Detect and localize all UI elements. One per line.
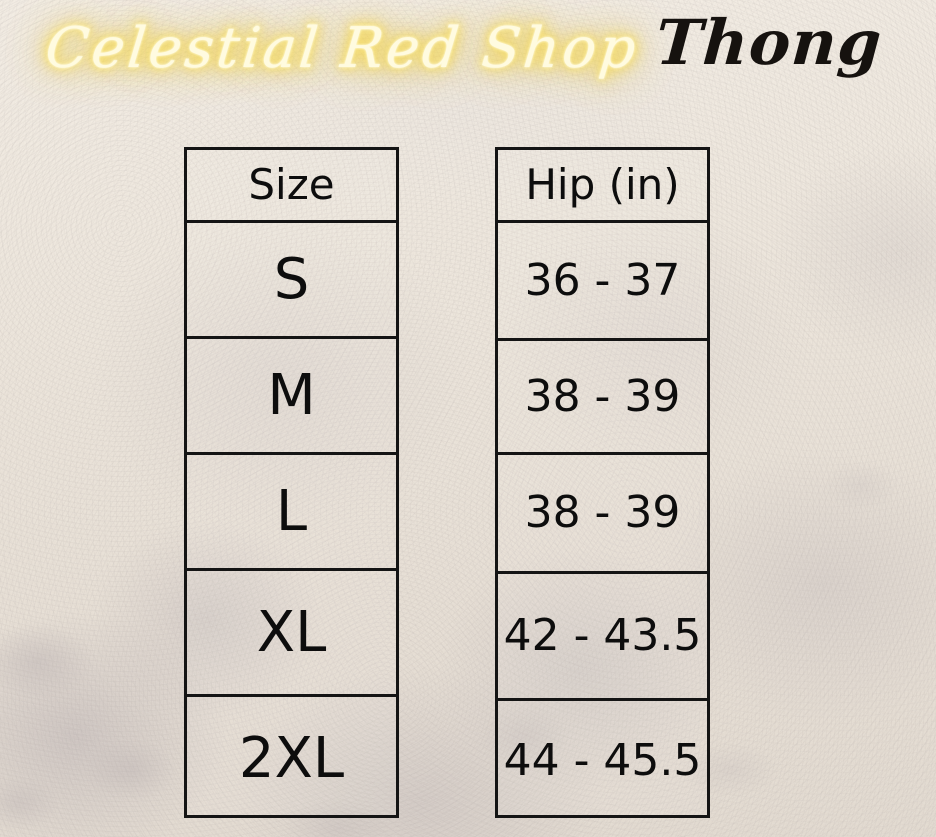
table-row: M [187, 339, 396, 455]
table-row: 44 - 45.5 [503, 735, 702, 786]
table-row: 42 - 43.5 [498, 574, 707, 701]
column-header-size: Size [187, 150, 396, 223]
table-row: S [187, 223, 396, 339]
table-row: XL [187, 571, 396, 697]
table-row: 38 - 39 [498, 455, 707, 574]
size-column: Size S M L XL 2XL [184, 147, 399, 818]
table-row: 38 - 39 [498, 341, 707, 455]
table-row: 36 - 37 [498, 223, 707, 341]
hip-column: Hip (in) 36 - 37 38 - 39 38 - 39 42 - 43… [495, 147, 710, 818]
column-header-hip: Hip (in) [498, 150, 707, 223]
table-row: L [187, 455, 396, 571]
table-row: 2XL [238, 726, 345, 791]
